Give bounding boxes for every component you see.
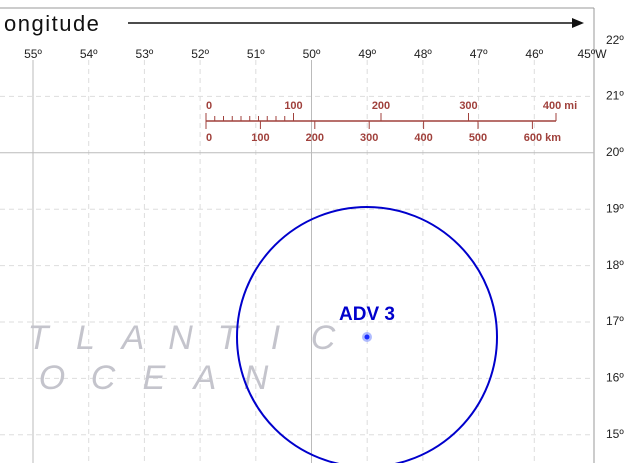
scale-label: 300 [459, 100, 477, 112]
longitude-label: 49º [358, 47, 376, 61]
scale-label: 200 [372, 100, 390, 112]
longitude-label: 53º [136, 47, 154, 61]
longitude-label: 51º [247, 47, 265, 61]
latitude-label: 16º [606, 371, 624, 385]
scale-label: 100 [251, 132, 269, 144]
latitude-label: 21º [606, 89, 624, 103]
scale-label: 400 [414, 132, 432, 144]
storm-center [364, 334, 370, 340]
latitude-label: 15º [606, 427, 624, 441]
latitude-label: 18º [606, 258, 624, 272]
scale-label: 0 [206, 100, 212, 112]
ocean-letter: N [244, 359, 269, 397]
latitude-label: 17º [606, 314, 624, 328]
arrow-head [572, 18, 584, 28]
ocean-letter: L [76, 319, 95, 357]
ocean-letter: C [311, 319, 336, 357]
latitude-label: 22º [606, 33, 624, 47]
scale-label: 500 [469, 132, 487, 144]
ocean-letter: T [218, 319, 241, 357]
scale-label: 100 [284, 100, 302, 112]
ocean-letter: N [168, 319, 193, 357]
ocean-letter: A [192, 359, 217, 397]
longitude-label: 50º [303, 47, 321, 61]
longitude-label: 45ºW [577, 47, 607, 61]
ocean-letter: E [143, 359, 166, 397]
scale-label: 300 [360, 132, 378, 144]
longitude-label: 48º [414, 47, 432, 61]
longitude-label: 47º [470, 47, 488, 61]
scale-label: 0 [206, 132, 212, 144]
axis-title: ongitude [4, 11, 100, 36]
longitude-label: 55º [24, 47, 42, 61]
storm-label: ADV 3 [339, 304, 395, 325]
scale-label: 400 mi [543, 100, 577, 112]
latitude-label: 19º [606, 201, 624, 215]
ocean-letter: C [91, 359, 116, 397]
ocean-letter: I [271, 319, 281, 357]
ocean-letter: O [39, 359, 65, 397]
scale-label: 600 km [524, 132, 562, 144]
longitude-label: 46º [525, 47, 543, 61]
latitude-label: 20º [606, 145, 624, 159]
longitude-label: 54º [80, 47, 98, 61]
ocean-letter: T [28, 319, 51, 357]
scale-label: 200 [306, 132, 324, 144]
forecast-circle [236, 206, 498, 463]
ocean-letter: A [120, 319, 145, 357]
longitude-label: 52º [191, 47, 209, 61]
